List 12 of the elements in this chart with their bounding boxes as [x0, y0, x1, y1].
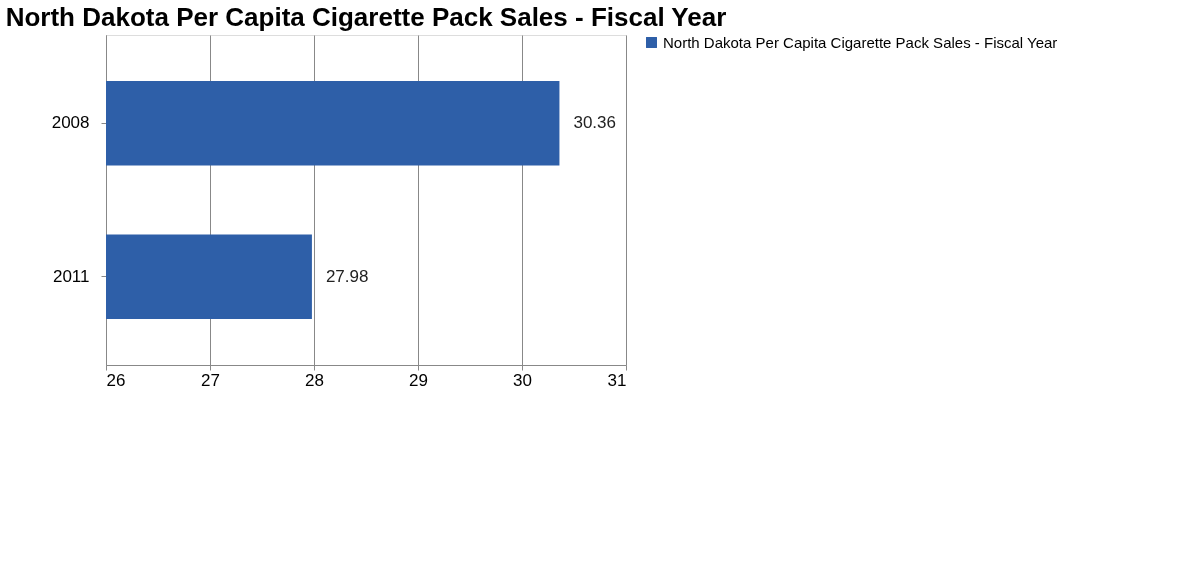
x-tick-label: 28 [305, 370, 324, 390]
y-tick-label: 2011 [52, 266, 90, 286]
chart-title: North Dakota Per Capita Cigarette Pack Sales - Fiscal Year [5, 2, 727, 32]
x-tick-label: 26 [106, 370, 126, 390]
y-tick-label: 2008 [51, 113, 90, 133]
data-label: 30.36 [573, 113, 616, 133]
x-tick-label: 27 [201, 370, 220, 390]
legend-label: North Dakota Per Capita Cigarette Pack Sales - Fiscal Year [663, 33, 1058, 51]
x-tick-label: 30 [513, 370, 532, 390]
x-tick-label: 31 [607, 370, 627, 390]
data-label: 27.98 [325, 266, 369, 286]
x-tick-label: 29 [409, 370, 428, 390]
